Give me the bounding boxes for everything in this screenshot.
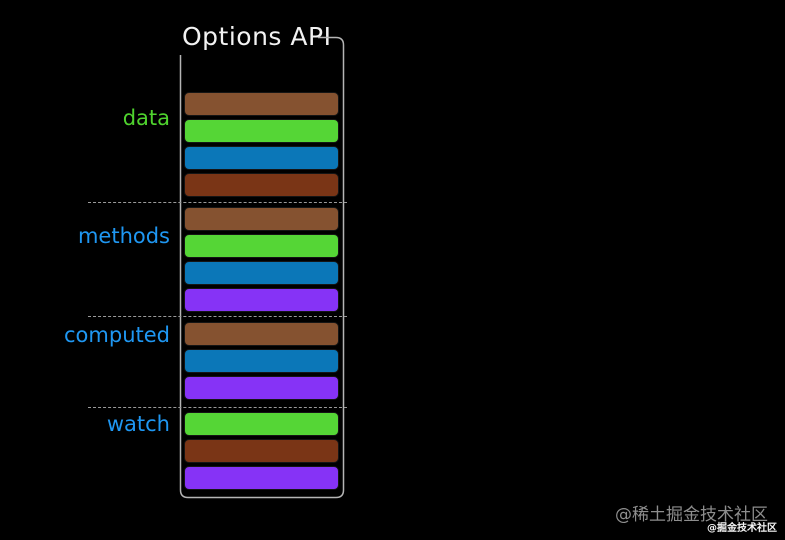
bar-purple [184, 288, 339, 312]
bar-green [184, 412, 339, 436]
bar-green [184, 119, 339, 143]
bar-blue [184, 146, 339, 170]
section-divider [88, 407, 347, 408]
section-divider [88, 316, 347, 317]
section-label-computed: computed [64, 323, 170, 347]
section-label-watch: watch [106, 412, 170, 436]
section-divider [88, 202, 347, 203]
bar-rust [184, 439, 339, 463]
bar-purple [184, 466, 339, 490]
bar-group-watch [184, 412, 339, 490]
watermark-secondary: @掘金技术社区 [707, 523, 777, 534]
bar-group-methods [184, 207, 339, 312]
bar-brown [184, 92, 339, 116]
page-title: Options API [182, 22, 332, 51]
watermark-primary: @稀土掘金技术社区 [615, 505, 768, 525]
bar-blue [184, 349, 339, 373]
bar-rust [184, 173, 339, 197]
section-label-data: data [122, 106, 170, 130]
bar-purple [184, 376, 339, 400]
bar-brown [184, 207, 339, 231]
bar-brown [184, 322, 339, 346]
bar-green [184, 234, 339, 258]
section-label-methods: methods [77, 224, 170, 248]
bar-group-computed [184, 322, 339, 400]
bar-blue [184, 261, 339, 285]
bar-group-data [184, 92, 339, 197]
